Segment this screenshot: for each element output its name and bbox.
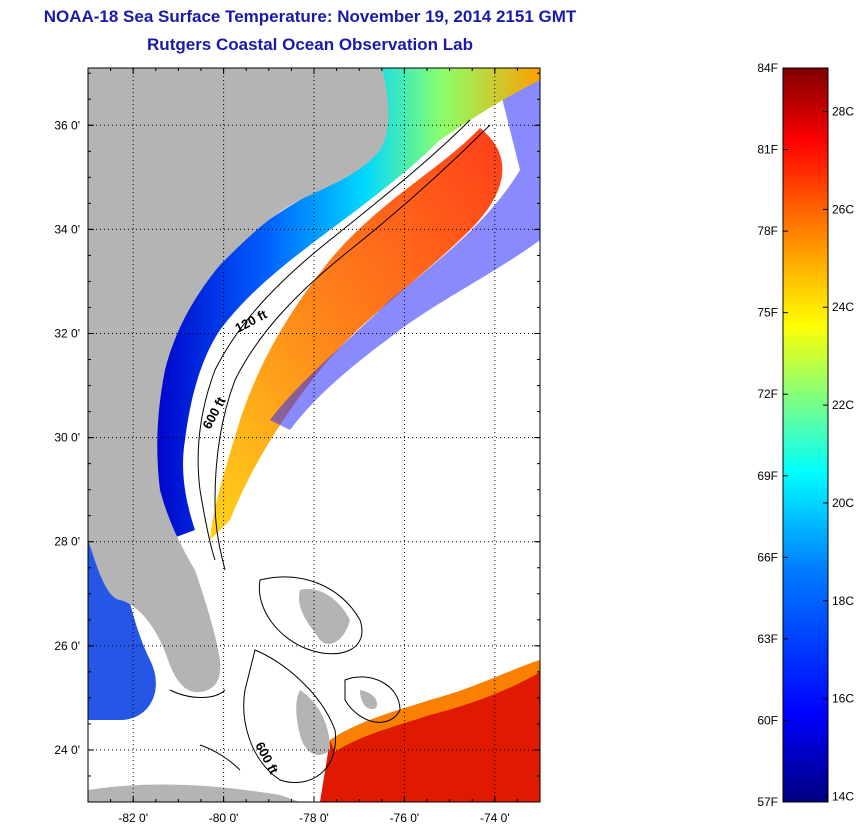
contour-600ft — [214, 124, 491, 571]
colorbar-labels: 84F 81F 78F 75F 72F 69F 66F 63F 60F 57F 28C 26C 24C 2… — [757, 61, 854, 809]
shelf-water-cold — [150, 68, 540, 540]
bahamas-island-andros — [296, 690, 330, 755]
land-cuba — [88, 784, 300, 802]
colorbar-f-label: 66F — [757, 550, 778, 564]
colorbar-c-label: 22C — [832, 398, 854, 412]
offshore-cloud-speckle — [270, 72, 540, 430]
bahamas-island-small — [360, 690, 378, 710]
lat-tick-label: 30 0' — [54, 431, 80, 445]
gulf-stream-band — [210, 128, 503, 540]
colorbar-c-label: 18C — [832, 594, 854, 608]
lat-tick-label: 24 0' — [54, 743, 80, 757]
graticule-grid — [88, 68, 540, 802]
colorbar-f-label: 69F — [757, 469, 778, 483]
lat-tick-label: 32 0' — [54, 326, 80, 340]
lat-tick-label: 34 0' — [54, 222, 80, 236]
lon-tick-label: -82 0' — [118, 811, 148, 825]
lon-tick-label: -76 0' — [390, 811, 420, 825]
colorbar-f-label: 60F — [757, 713, 778, 727]
colorbar-f-label: 84F — [757, 61, 778, 75]
caribbean-warm-edge — [330, 660, 540, 752]
colorbar-f-label: 78F — [757, 224, 778, 238]
colorbar-c-label: 26C — [832, 202, 854, 216]
colorbar-f-label: 63F — [757, 632, 778, 646]
colorbar-f-label: 72F — [757, 387, 778, 401]
lon-tick-label: -74 0' — [480, 811, 510, 825]
latitude-axis: 36 0' 34 0' 32 0' 30 0' 28 0' 26 0' 24 0' — [54, 72, 540, 803]
colorbar-c-label: 20C — [832, 496, 854, 510]
land-us-southeast — [88, 68, 389, 693]
contour-bahamas — [243, 576, 401, 784]
bahamas-island-grand — [299, 589, 350, 644]
contour-120ft — [197, 119, 471, 561]
lon-tick-label: -80 0' — [209, 811, 239, 825]
colorbar-f-label: 57F — [757, 795, 778, 809]
map-title: NOAA-18 Sea Surface Temperature: Novembe… — [43, 7, 577, 26]
contour-florida-keys — [169, 689, 241, 771]
colorbar-f-label: 75F — [757, 306, 778, 320]
map-subtitle: Rutgers Coastal Ocean Observation Lab — [147, 35, 473, 54]
lat-tick-label: 36 0' — [54, 118, 80, 132]
longitude-axis: -82 0' -80 0' -78 0' -76 0' -74 0' — [87, 68, 541, 825]
colorbar-c-label: 14C — [832, 790, 854, 804]
lon-tick-label: -78 0' — [299, 811, 329, 825]
colorbar-c-label: 28C — [832, 104, 854, 118]
colorbar — [782, 67, 829, 803]
lat-tick-label: 26 0' — [54, 639, 80, 653]
colorbar-c-label: 24C — [832, 300, 854, 314]
colorbar-f-label: 81F — [757, 143, 778, 157]
colorbar-c-label: 16C — [832, 692, 854, 706]
lat-tick-label: 28 0' — [54, 535, 80, 549]
